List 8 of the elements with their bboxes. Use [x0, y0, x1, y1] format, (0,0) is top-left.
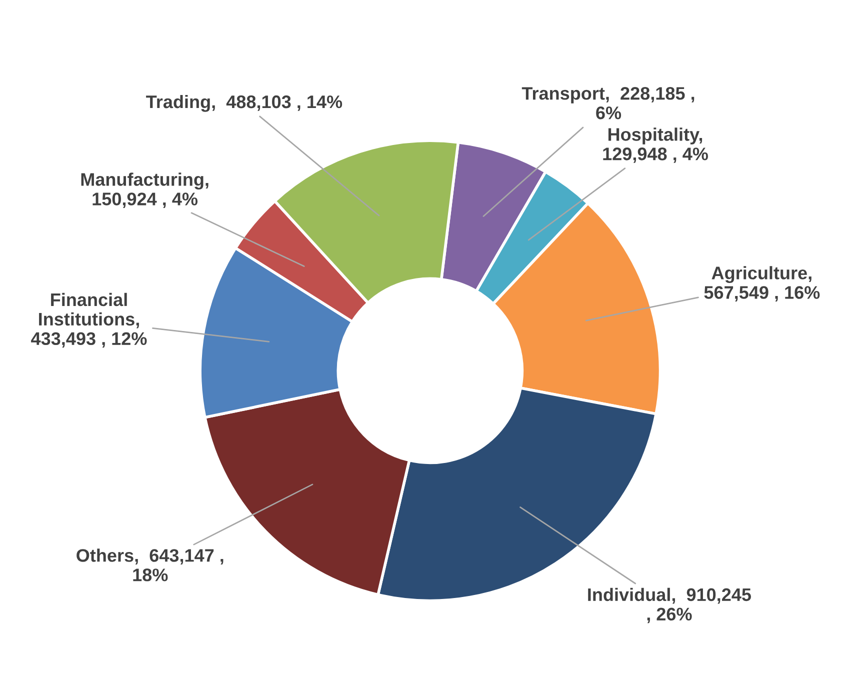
slice-label: Individual, 910,245 , 26%: [588, 588, 751, 624]
slice-label: Manufacturing, 150,924 , 4%: [81, 172, 208, 208]
slice-label: Transport, 228,185 , 6%: [522, 87, 694, 120]
slice-label: Agriculture, 567,549 , 16%: [704, 266, 820, 302]
slice-label: Financial Institutions, 433,493 , 12%: [31, 292, 147, 348]
slice-label: Hospitality, 129,948 , 4%: [603, 128, 708, 163]
slice-label: Trading, 488,103 , 14%: [146, 94, 342, 112]
slice-label: Others, 643,147 , 18%: [76, 548, 224, 582]
